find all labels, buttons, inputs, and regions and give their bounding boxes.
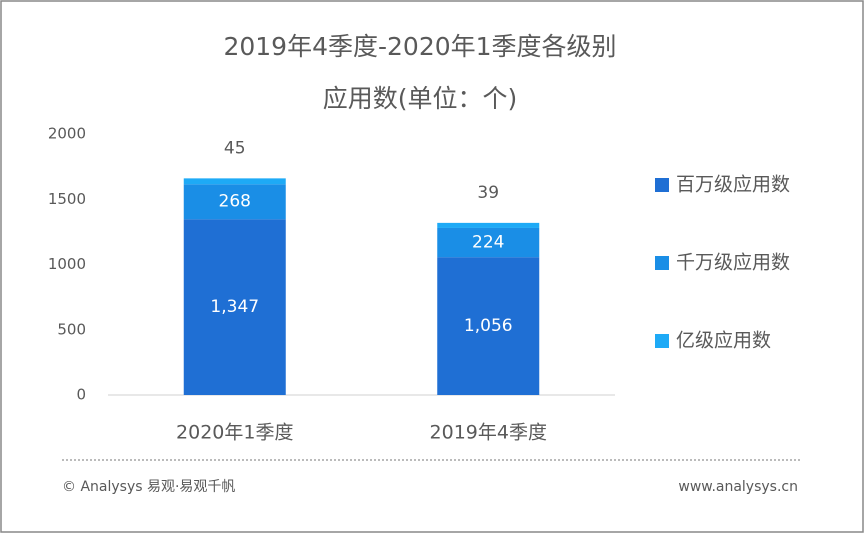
y-tick-label: 1500 <box>48 190 86 208</box>
x-tick-label: 2019年4季度 <box>430 422 547 444</box>
legend-swatch <box>655 178 669 192</box>
y-tick-label: 1000 <box>48 255 86 273</box>
bar-segment <box>183 219 286 395</box>
bar-segment <box>437 227 540 258</box>
value-label: 39 <box>477 183 499 203</box>
legend-label: 百万级应用数 <box>676 174 790 196</box>
value-label: 45 <box>224 138 246 158</box>
value-label: 224 <box>472 233 504 253</box>
y-tick-label: 0 <box>76 386 86 404</box>
bar-segment <box>437 222 540 228</box>
x-tick-label: 2020年1季度 <box>176 422 293 444</box>
bar-segment <box>183 178 286 185</box>
footer-right: www.analysys.cn <box>678 479 798 495</box>
legend-swatch <box>655 334 669 348</box>
chart-title: 2019年4季度-2020年1季度各级别 <box>223 32 616 61</box>
value-label: 1,056 <box>464 316 513 336</box>
value-label: 268 <box>219 192 251 212</box>
y-tick-label: 2000 <box>48 125 86 143</box>
legend-label: 亿级应用数 <box>676 330 771 352</box>
bar-segment <box>183 184 286 220</box>
value-label: 1,347 <box>210 297 259 317</box>
y-tick-label: 500 <box>57 320 86 338</box>
bar-segment <box>437 257 540 395</box>
legend-swatch <box>655 256 669 270</box>
footer-left: © Analysys 易观·易观千帆 <box>62 479 235 495</box>
chart-title: 应用数(单位：个) <box>323 84 518 113</box>
legend-label: 千万级应用数 <box>676 252 790 274</box>
